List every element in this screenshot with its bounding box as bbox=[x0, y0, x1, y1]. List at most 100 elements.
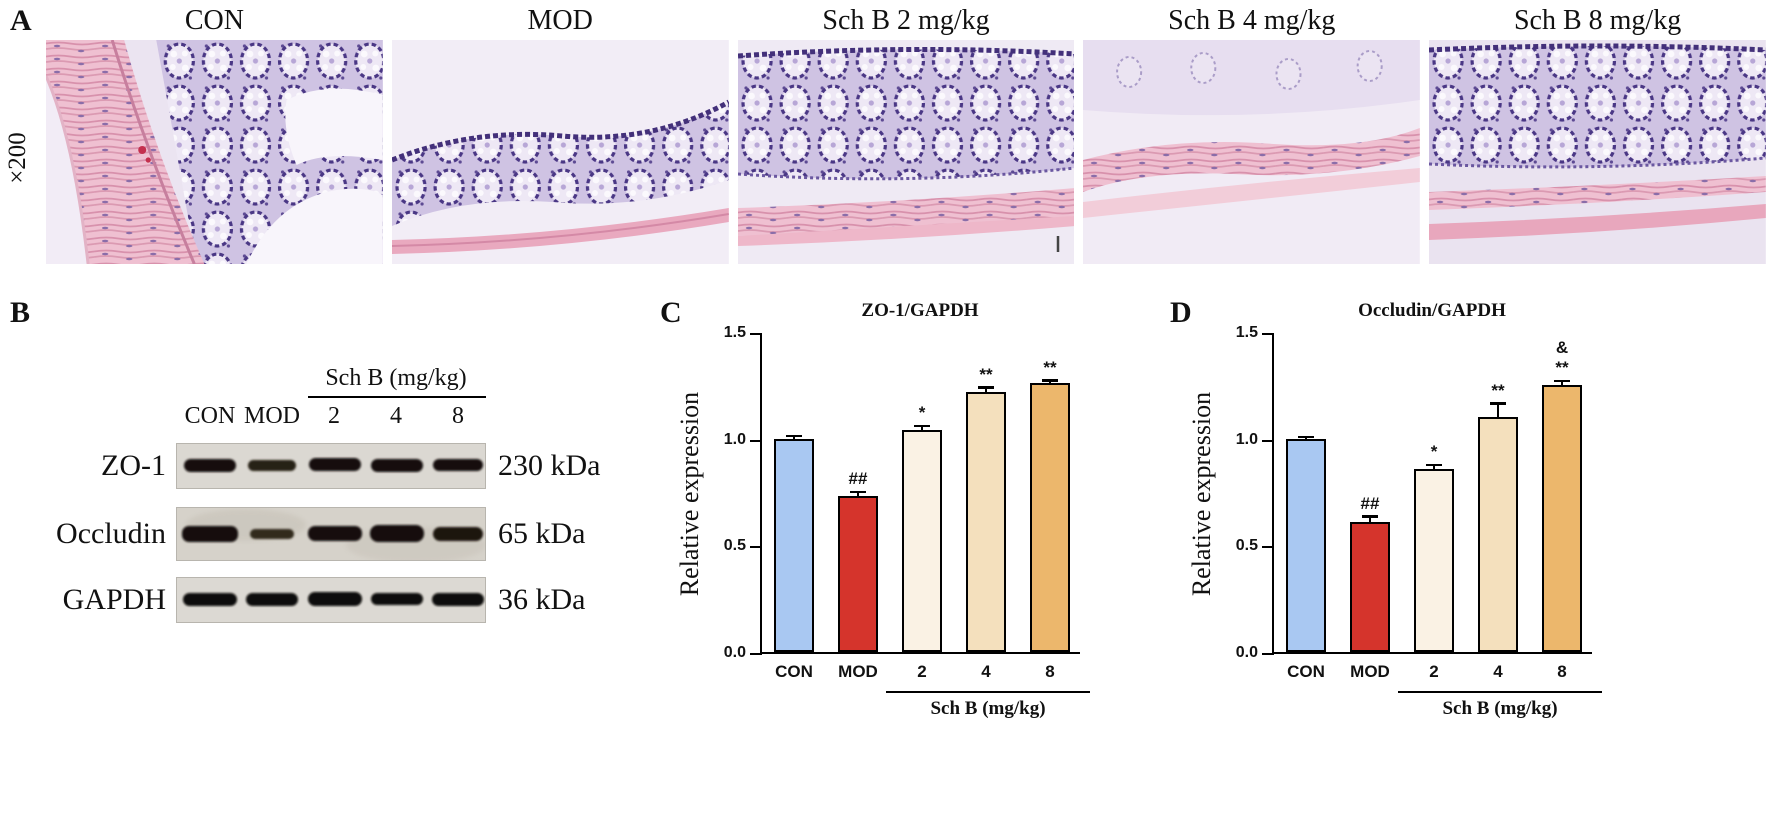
error-bar-cap bbox=[1426, 463, 1442, 466]
mw-label-occludin: 65 kDa bbox=[498, 517, 586, 550]
y-tick bbox=[750, 332, 762, 336]
zo1-bar-chart: ZO-1/GAPDH Relative expression 0.0 0.5 1.0… bbox=[675, 298, 1100, 768]
chart-title: Occludin/GAPDH bbox=[1358, 300, 1506, 321]
plot-area: 0.0 0.5 1.0 1.5 CON MOD ## 2 * 4 ** 8 & ** Sch B (mg/… bbox=[1236, 324, 1602, 719]
x-tick-label: 8 bbox=[1045, 662, 1055, 681]
blot-image-occludin bbox=[176, 507, 486, 561]
histology-row: CON MOD bbox=[46, 4, 1766, 264]
y-tick-label: 0.0 bbox=[723, 644, 746, 661]
protein-label-zo1: ZO-1 bbox=[101, 449, 166, 482]
histology-group-schb8: Sch B 8 mg/kg bbox=[1429, 4, 1766, 264]
x-tick-label: MOD bbox=[838, 662, 878, 681]
histology-group-con: CON bbox=[46, 4, 383, 264]
y-tick bbox=[750, 439, 762, 442]
y-tick bbox=[750, 652, 762, 656]
y-tick-label: 0.5 bbox=[1235, 537, 1258, 555]
y-tick bbox=[1262, 546, 1274, 549]
error-bar bbox=[1048, 380, 1052, 384]
y-tick bbox=[1262, 652, 1274, 656]
group-label: Sch B (mg/kg) bbox=[1442, 698, 1558, 719]
mw-label-zo1: 230 kDa bbox=[498, 449, 601, 482]
blot-group-underline bbox=[308, 396, 486, 399]
histology-image-schb4 bbox=[1083, 40, 1421, 264]
error-bar bbox=[920, 425, 924, 431]
error-bar-cap bbox=[1554, 379, 1570, 383]
y-tick bbox=[1262, 439, 1274, 442]
chart-title: ZO-1/GAPDH bbox=[861, 300, 979, 321]
x-tick-label: CON bbox=[1287, 662, 1325, 681]
y-tick-label: 1.5 bbox=[723, 324, 746, 341]
bar-8 bbox=[1030, 383, 1070, 652]
x-tick-label: 2 bbox=[917, 662, 927, 681]
mw-label-gapdh: 36 kDa bbox=[498, 583, 586, 616]
error-bar bbox=[792, 436, 796, 439]
group-label-schb8: Sch B 8 mg/kg bbox=[1513, 5, 1682, 36]
blot-row-zo1: ZO-1 230 kDa bbox=[6, 443, 600, 489]
histology-image-mod bbox=[391, 40, 729, 264]
error-bar-cap bbox=[914, 424, 930, 427]
occludin-bar-chart: Occludin/GAPDH Relative expression 0.0 0.… bbox=[1187, 298, 1612, 768]
error-bar-cap bbox=[1490, 402, 1506, 405]
y-tick-label: 1.0 bbox=[1235, 430, 1258, 448]
significance-marker: * bbox=[1430, 441, 1438, 461]
y-tick-label: 0.0 bbox=[1235, 644, 1258, 661]
y-axis-label: Relative expression bbox=[675, 391, 704, 597]
error-bar-cap bbox=[1362, 515, 1378, 518]
lane-label-2: 2 bbox=[328, 403, 340, 429]
histology-group-schb2: Sch B 2 mg/kg bbox=[737, 4, 1075, 264]
y-tick bbox=[1262, 332, 1274, 336]
panel-b-label: B bbox=[10, 296, 31, 329]
panel-d-label: D bbox=[1170, 296, 1192, 329]
error-bar-cap bbox=[1042, 379, 1058, 382]
blot-row-occludin: Occludin 65 kDa bbox=[6, 507, 585, 561]
y-tick bbox=[750, 546, 762, 549]
group-label-mod: MOD bbox=[527, 5, 593, 36]
bar-CON bbox=[774, 438, 814, 652]
lane-label-mod: MOD bbox=[243, 403, 300, 429]
bar-2 bbox=[902, 430, 942, 652]
error-bar bbox=[1560, 381, 1564, 386]
group-label: Sch B (mg/kg) bbox=[930, 698, 1046, 719]
blot-image-gapdh bbox=[176, 577, 486, 623]
bar-8 bbox=[1542, 385, 1582, 652]
y-tick-label: 1.5 bbox=[1235, 324, 1258, 341]
significance-marker: ** bbox=[1043, 357, 1057, 377]
histology-image-con bbox=[46, 40, 383, 264]
error-bar-cap bbox=[978, 386, 994, 389]
x-tick-label: 8 bbox=[1557, 662, 1567, 681]
blot-row-gapdh: GAPDH 36 kDa bbox=[6, 577, 585, 623]
x-tick-label: 2 bbox=[1429, 662, 1439, 681]
lane-label-con: CON bbox=[184, 403, 236, 429]
x-tick-label: CON bbox=[775, 662, 813, 681]
group-label-con: CON bbox=[184, 5, 244, 36]
lane-label-8: 8 bbox=[452, 403, 464, 429]
blot-lane-labels: CON MOD 2 4 8 bbox=[176, 403, 486, 431]
panel-c-label: C bbox=[660, 296, 682, 329]
error-bar-cap bbox=[786, 434, 802, 438]
bar-MOD bbox=[838, 496, 878, 652]
error-bar bbox=[1496, 403, 1500, 418]
histology-group-schb4: Sch B 4 mg/kg bbox=[1083, 4, 1421, 264]
western-blot-panel: Sch B (mg/kg) CON MOD 2 4 8 ZO-1 bbox=[0, 295, 650, 655]
histology-image-schb2 bbox=[737, 40, 1075, 264]
y-tick-label: 1.0 bbox=[723, 430, 746, 448]
plot-area: 0.0 0.5 1.0 1.5 CON MOD ## 2 * 4 ** 8 ** Sch B (mg/kg… bbox=[724, 324, 1090, 719]
group-underline bbox=[886, 691, 1090, 694]
protein-label-occludin: Occludin bbox=[56, 517, 166, 550]
y-tick-label: 0.5 bbox=[723, 537, 746, 555]
error-bar bbox=[1432, 464, 1436, 469]
bar-4 bbox=[966, 391, 1006, 652]
significance-marker: ## bbox=[848, 469, 868, 488]
magnification-label: ×200 bbox=[4, 132, 31, 184]
x-tick-label: 4 bbox=[981, 662, 991, 681]
error-bar bbox=[856, 492, 860, 497]
error-bar bbox=[984, 387, 988, 392]
x-tick-label: MOD bbox=[1350, 662, 1390, 681]
error-bar bbox=[1368, 516, 1372, 522]
panel-a-label: A bbox=[10, 4, 32, 37]
error-bar-cap bbox=[850, 490, 866, 493]
significance-marker: ** bbox=[979, 364, 993, 384]
bar-MOD bbox=[1350, 521, 1390, 652]
error-bar-cap bbox=[1298, 435, 1314, 438]
